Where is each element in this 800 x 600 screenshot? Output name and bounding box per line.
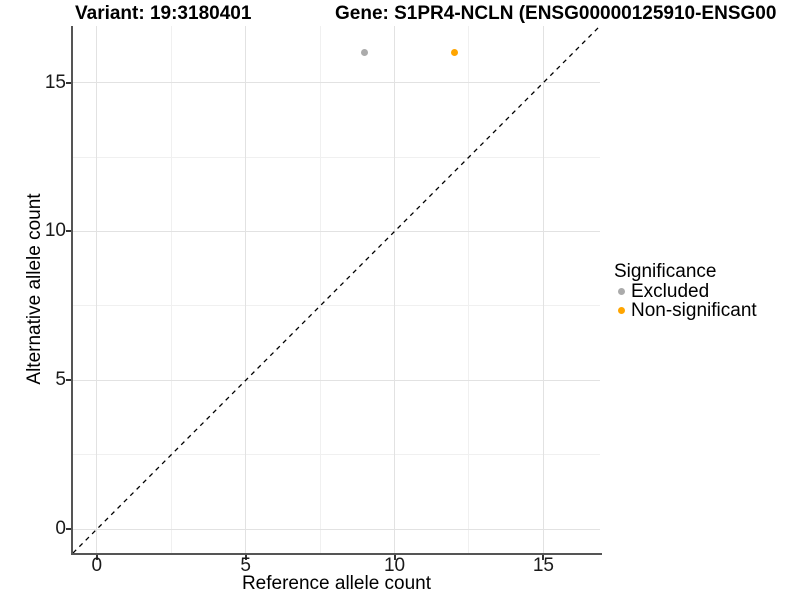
gridline-x-major xyxy=(96,26,98,553)
legend-entries: Excluded Non-significant xyxy=(614,282,800,320)
gridline-x-minor xyxy=(468,26,470,553)
gridline-x-minor xyxy=(319,26,321,553)
x-axis-line xyxy=(71,553,602,555)
y-tick-mark xyxy=(66,379,71,382)
legend-key-dot-icon xyxy=(618,307,625,314)
legend-key-dot-icon xyxy=(618,288,625,295)
gridline-y-minor xyxy=(73,454,600,456)
plot-panel xyxy=(73,26,600,553)
x-tick-mark xyxy=(542,555,545,560)
gridline-y-minor xyxy=(73,305,600,307)
y-axis-line xyxy=(71,26,73,555)
y-tick-mark xyxy=(66,528,71,531)
y-tick-mark xyxy=(66,230,71,233)
y-tick-label: 0 xyxy=(55,518,66,540)
x-tick-label: 5 xyxy=(240,555,251,576)
legend-item-label: Excluded xyxy=(631,281,710,302)
y-tick-label: 10 xyxy=(44,220,66,242)
gridline-x-major xyxy=(394,26,396,553)
gridline-x-minor xyxy=(170,26,172,553)
x-tick-label: 15 xyxy=(532,555,554,576)
y-tick-mark xyxy=(66,81,71,84)
identity-reference-line xyxy=(73,26,600,553)
gridline-y-major xyxy=(73,528,600,530)
x-tick-label: 0 xyxy=(91,555,103,576)
legend: Significance Excluded Non-significant xyxy=(614,261,800,321)
plot-title-variant: Variant: 19:3180401 xyxy=(75,3,252,24)
legend-item-label: Non-significant xyxy=(631,300,757,321)
legend-item-non-significant: Non-significant xyxy=(614,301,800,320)
gridline-y-major xyxy=(73,82,600,84)
x-axis-title: Reference allele count xyxy=(241,573,432,594)
gridline-y-major xyxy=(73,230,600,232)
data-point-non-significant xyxy=(450,49,458,57)
plot-title-gene: Gene: S1PR4-NCLN (ENSG00000125910-ENSG00 xyxy=(335,3,777,24)
y-tick-label: 5 xyxy=(55,369,66,391)
x-tick-mark xyxy=(244,555,247,560)
gridline-x-major xyxy=(245,26,247,553)
legend-item-excluded: Excluded xyxy=(614,282,800,301)
x-tick-mark xyxy=(393,555,396,560)
data-point-excluded xyxy=(361,49,369,57)
x-tick-label: 10 xyxy=(383,555,406,576)
x-tick-mark xyxy=(95,555,98,560)
legend-title: Significance xyxy=(614,261,717,282)
gridline-x-major xyxy=(542,26,544,553)
gridline-y-major xyxy=(73,379,600,381)
y-tick-label: 15 xyxy=(44,71,66,93)
gridline-y-minor xyxy=(73,156,600,158)
